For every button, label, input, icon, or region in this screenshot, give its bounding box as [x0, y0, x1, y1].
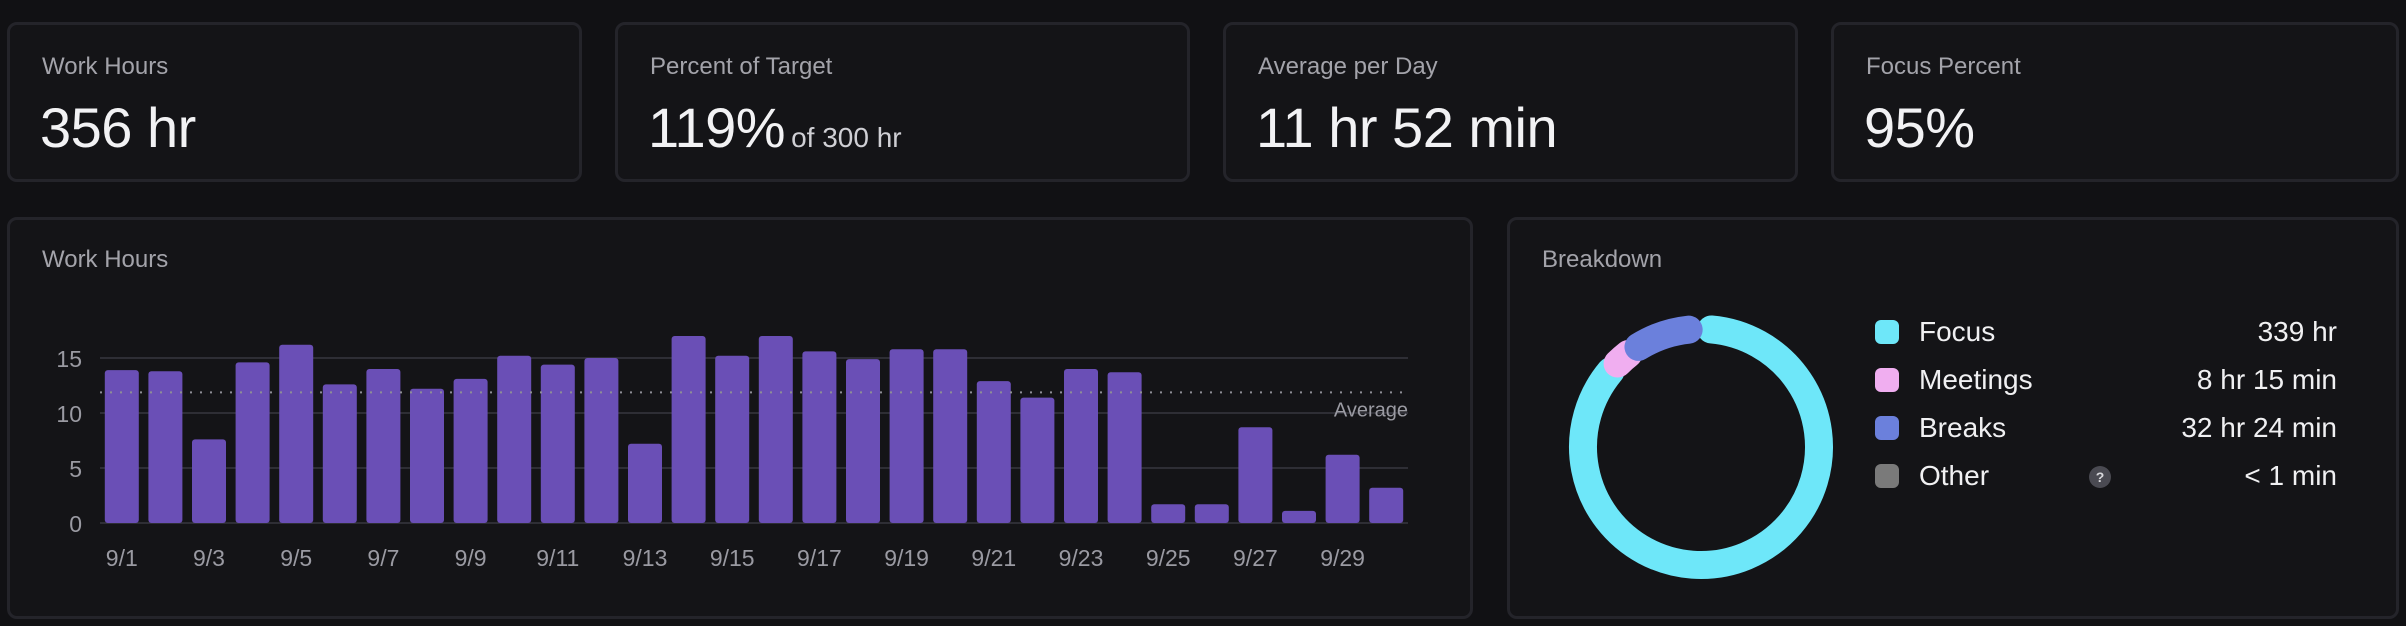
legend-item-meetings: Meetings 8 hr 15 min [1875, 362, 2337, 410]
bar-9-11 [540, 364, 575, 523]
work-hours-chart-panel: Work Hours 0 5 10 15 Average 9/1 9/3 9/5 9/7 9/9 9… [7, 217, 1473, 619]
legend-item-value: 32 hr 24 min [2181, 412, 2337, 443]
x-tick-label: 9/17 [797, 545, 842, 571]
x-tick-label: 9/29 [1320, 545, 1365, 571]
stat-value-text: 356 hr [40, 96, 196, 159]
breakdown-legend: Focus 339 hr Meetings 8 hr 15 min Breaks… [1875, 314, 2337, 506]
x-tick-label: 9/1 [106, 545, 138, 571]
stat-card-work-hours: Work Hours 356 hr [7, 22, 582, 182]
breaks-swatch [1875, 416, 1899, 440]
bar-9-25 [1151, 504, 1186, 523]
x-tick-label: 9/11 [536, 545, 579, 571]
focus-swatch [1875, 320, 1899, 344]
bar-9-13 [628, 443, 662, 523]
stat-suffix: of 300 hr [791, 122, 902, 153]
stat-value: 119% of 300 hr [648, 95, 902, 160]
x-tick-label: 9/3 [193, 545, 225, 571]
bar-9-7 [366, 369, 401, 523]
legend-item-name: Focus [1919, 316, 1996, 347]
help-icon[interactable]: ? [2089, 466, 2111, 488]
bar-9-19 [889, 349, 924, 523]
bar-9-22 [1020, 397, 1055, 523]
bar-9-3 [192, 439, 226, 523]
legend-item-focus: Focus 339 hr [1875, 314, 2337, 362]
x-tick-label: 9/21 [971, 545, 1016, 571]
legend-item-name: Breaks [1919, 412, 2007, 443]
stat-value: 95% [1864, 95, 1975, 160]
bar-9-16 [758, 336, 793, 523]
x-tick-label: 9/15 [710, 545, 755, 571]
work-hours-bar-chart: 0 5 10 15 Average 9/1 9/3 9/5 9/7 9/9 9/11 9/13 9/15… [56, 336, 1408, 571]
legend-item-breaks: Breaks 32 hr 24 min [1875, 410, 2337, 458]
legend-item-value: < 1 min [2244, 460, 2337, 491]
bar-9-9 [453, 378, 488, 523]
stat-label: Work Hours [42, 53, 169, 80]
stat-label: Average per Day [1258, 53, 1438, 80]
bar-9-8 [410, 388, 444, 523]
stat-value: 356 hr [40, 95, 196, 160]
stat-label: Focus Percent [1866, 53, 2021, 80]
bar-9-26 [1194, 504, 1229, 523]
breakdown-donut-chart [1569, 315, 1833, 579]
bar-9-5 [279, 344, 314, 523]
donut-segment-meetings [1603, 340, 1643, 378]
breakdown-title: Breakdown [1542, 246, 1663, 273]
x-tick-label: 9/27 [1233, 545, 1278, 571]
bar-9-12 [584, 358, 619, 523]
bar-9-23 [1064, 369, 1098, 523]
chart-title: Work Hours [42, 246, 169, 273]
stat-label: Percent of Target [650, 53, 833, 80]
bar-9-24 [1107, 372, 1142, 523]
bar-9-29 [1325, 454, 1360, 523]
bar-9-14 [671, 336, 706, 523]
donut-segment-breaks [1624, 315, 1703, 361]
x-tick-label: 9/5 [280, 545, 312, 571]
stat-card-focus-percent: Focus Percent 95% [1831, 22, 2399, 182]
legend-item-other: Other ? < 1 min [1875, 458, 2337, 506]
bar-9-10 [497, 355, 532, 523]
stat-value-text: 11 hr 52 min [1256, 96, 1558, 159]
bar-9-15 [715, 355, 750, 523]
legend-item-value: 339 hr [2257, 316, 2337, 347]
y-tick-label: 10 [56, 401, 82, 427]
bar-9-4 [235, 362, 270, 523]
donut-segment-focus [1569, 315, 1833, 579]
breakdown-panel: Breakdown [1507, 217, 2399, 619]
stat-card-percent-of-target: Percent of Target 119% of 300 hr [615, 22, 1190, 182]
bar-9-20 [933, 349, 968, 523]
bar-9-2 [148, 371, 183, 523]
x-tick-label: 9/7 [367, 545, 399, 571]
average-label: Average [1334, 399, 1408, 421]
legend-item-name: Meetings [1919, 364, 2033, 395]
other-swatch [1875, 464, 1899, 488]
bar-9-1 [104, 370, 139, 523]
bar-9-17 [802, 351, 837, 523]
y-tick-label: 15 [56, 346, 82, 372]
bar-9-28 [1282, 510, 1316, 523]
x-tick-label: 9/9 [455, 545, 487, 571]
bar-9-21 [976, 381, 1011, 523]
x-tick-label: 9/19 [884, 545, 929, 571]
legend-item-name: Other [1919, 460, 1990, 491]
stat-card-average-per-day: Average per Day 11 hr 52 min [1223, 22, 1798, 182]
bar-9-30 [1369, 487, 1404, 523]
y-tick-label: 0 [69, 511, 82, 537]
stat-value: 11 hr 52 min [1256, 95, 1558, 160]
stat-value-text: 119% [648, 96, 786, 159]
stat-value-text: 95% [1864, 96, 1975, 159]
x-tick-label: 9/23 [1059, 545, 1104, 571]
x-tick-label: 9/25 [1146, 545, 1191, 571]
bar-9-18 [846, 359, 880, 523]
y-tick-label: 5 [69, 456, 82, 482]
bar-9-6 [322, 384, 357, 523]
bar-9-27 [1238, 427, 1273, 523]
legend-item-value: 8 hr 15 min [2196, 364, 2337, 395]
x-tick-label: 9/13 [623, 545, 668, 571]
meetings-swatch [1875, 368, 1899, 392]
